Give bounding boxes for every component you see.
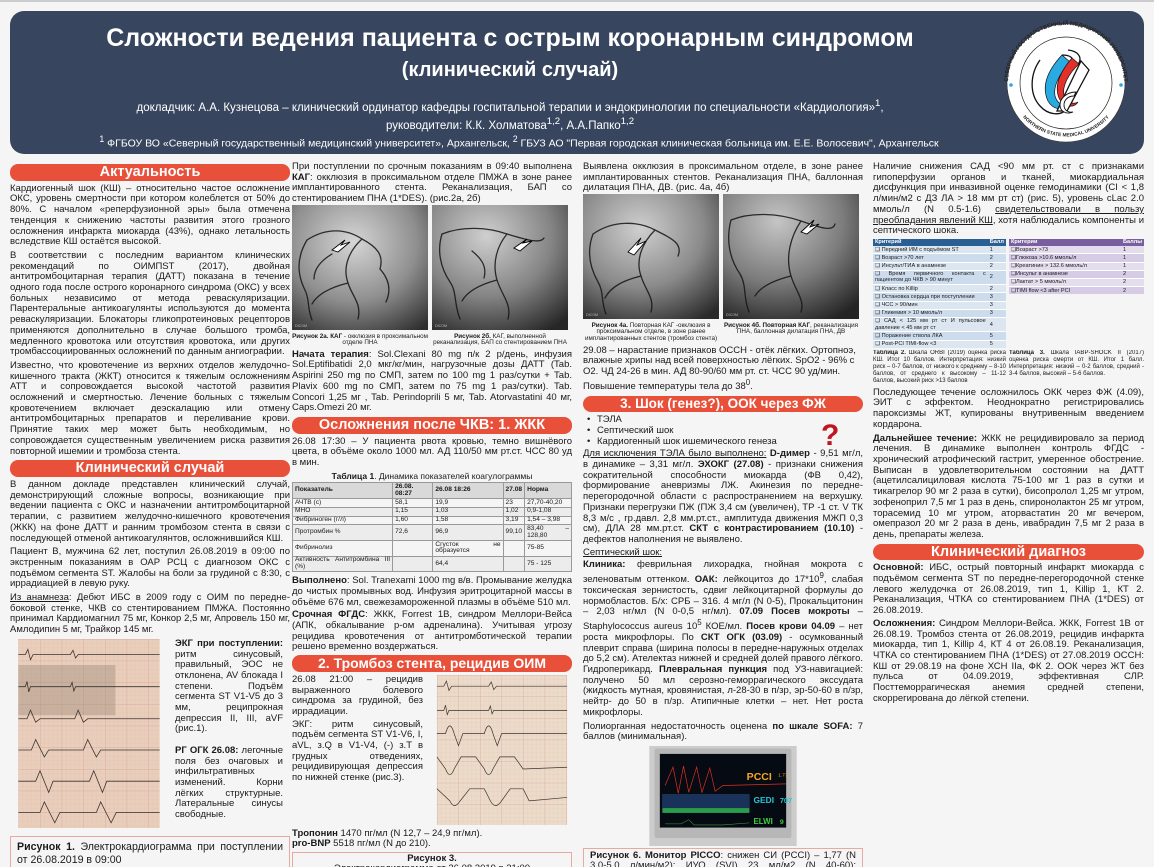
svg-text:707: 707 <box>780 796 792 805</box>
svg-text:PCCI: PCCI <box>747 771 772 783</box>
svg-text:DICOM: DICOM <box>295 324 307 328</box>
svg-text:?: ? <box>821 419 839 451</box>
svg-text:GEDI: GEDI <box>754 795 775 805</box>
svg-text:DICOM: DICOM <box>726 313 738 317</box>
svg-text:DICOM: DICOM <box>586 313 598 317</box>
svg-text:1.77: 1.77 <box>778 772 788 778</box>
svg-text:ELWI: ELWI <box>754 817 773 826</box>
svg-text:9: 9 <box>780 819 784 826</box>
svg-text:DICOM: DICOM <box>435 324 447 328</box>
